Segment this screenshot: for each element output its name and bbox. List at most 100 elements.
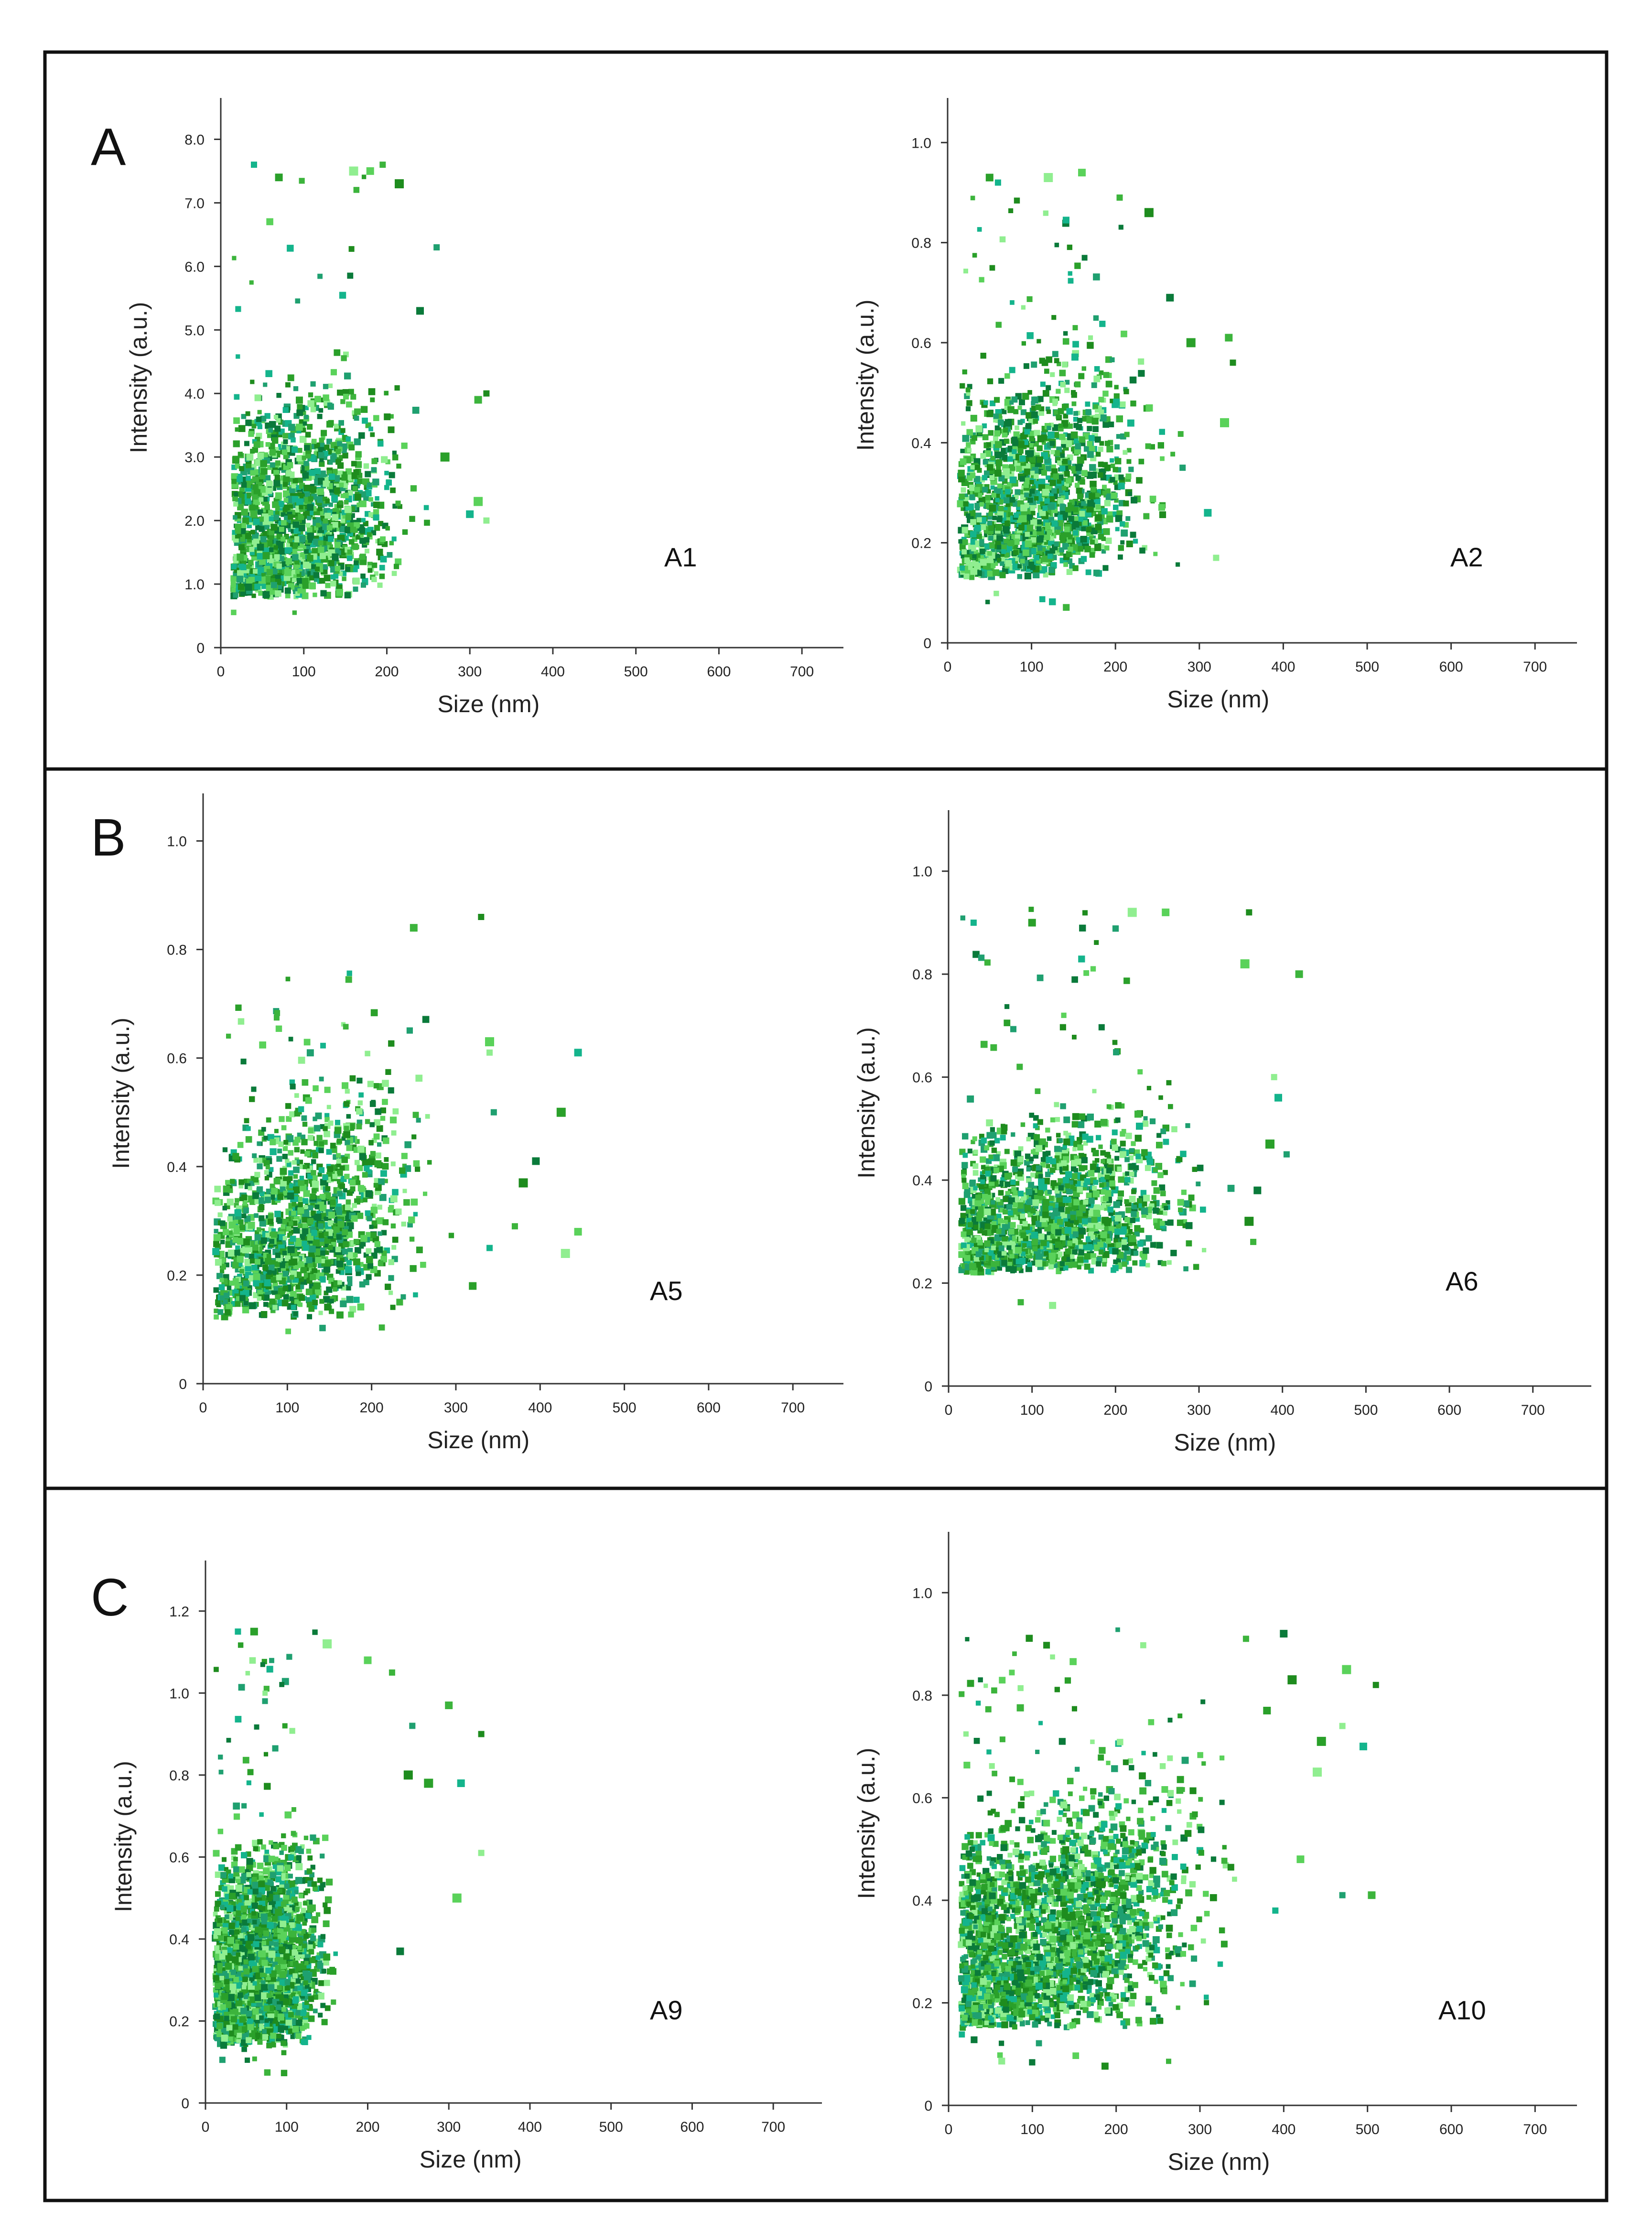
data-point bbox=[361, 518, 366, 522]
data-point bbox=[1077, 493, 1083, 499]
data-point-outlier bbox=[1225, 334, 1233, 342]
data-point bbox=[967, 475, 973, 481]
data-point bbox=[1073, 417, 1079, 422]
data-point bbox=[238, 425, 246, 432]
data-point bbox=[1158, 1095, 1163, 1100]
data-point bbox=[281, 520, 287, 526]
data-point bbox=[328, 1212, 335, 1219]
data-point-outlier bbox=[490, 1109, 497, 1116]
data-point bbox=[234, 567, 239, 573]
data-point bbox=[988, 430, 994, 436]
data-point bbox=[1019, 455, 1026, 462]
data-point bbox=[354, 1239, 359, 1245]
data-point bbox=[351, 461, 357, 466]
data-point bbox=[1054, 542, 1059, 547]
data-point bbox=[319, 1141, 324, 1147]
data-point bbox=[241, 561, 247, 566]
data-point bbox=[345, 1089, 350, 1094]
data-point bbox=[259, 526, 265, 532]
data-point bbox=[285, 471, 292, 477]
data-point bbox=[1126, 459, 1132, 464]
data-point bbox=[1115, 515, 1123, 522]
data-point bbox=[379, 574, 385, 579]
data-point bbox=[252, 1153, 257, 1159]
data-point bbox=[295, 591, 300, 596]
data-point bbox=[1012, 446, 1017, 451]
data-point bbox=[231, 473, 238, 480]
data-point bbox=[350, 506, 355, 512]
data-point bbox=[1092, 426, 1099, 432]
data-point bbox=[278, 1141, 284, 1147]
data-point bbox=[253, 542, 259, 548]
data-point bbox=[1017, 447, 1024, 454]
data-point bbox=[348, 444, 355, 451]
data-point bbox=[327, 402, 333, 408]
data-point bbox=[1069, 563, 1075, 569]
data-point bbox=[1075, 464, 1082, 471]
data-point bbox=[252, 533, 259, 541]
data-point-outlier bbox=[486, 1049, 493, 1056]
data-point bbox=[239, 487, 245, 493]
y-tick-label: 0.8 bbox=[167, 943, 187, 958]
data-point bbox=[977, 534, 982, 539]
data-point bbox=[1125, 516, 1131, 521]
data-point bbox=[261, 1127, 266, 1132]
data-point bbox=[342, 576, 346, 581]
data-point-outlier bbox=[485, 1037, 494, 1047]
data-point-outlier bbox=[1166, 293, 1174, 302]
data-point-outlier bbox=[483, 517, 490, 524]
data-point bbox=[1017, 441, 1025, 448]
data-point bbox=[976, 553, 981, 558]
y-tick-label: 0 bbox=[179, 1377, 187, 1392]
data-point bbox=[336, 1188, 342, 1193]
data-point bbox=[366, 1274, 372, 1280]
data-point bbox=[324, 512, 331, 520]
data-point bbox=[1012, 436, 1018, 443]
data-point bbox=[1007, 406, 1015, 413]
data-point bbox=[392, 454, 399, 461]
data-point bbox=[257, 452, 264, 459]
data-point bbox=[302, 421, 307, 426]
data-point bbox=[278, 520, 283, 525]
data-point bbox=[980, 548, 985, 554]
data-point bbox=[1197, 1164, 1204, 1171]
data-point bbox=[353, 1258, 360, 1266]
data-point bbox=[1125, 473, 1132, 479]
data-point bbox=[242, 517, 249, 525]
data-point bbox=[1031, 396, 1038, 404]
data-point bbox=[235, 1301, 241, 1307]
data-point bbox=[1062, 512, 1068, 518]
data-point bbox=[1025, 463, 1031, 469]
data-point bbox=[345, 1266, 352, 1273]
data-point bbox=[288, 514, 293, 520]
data-point bbox=[309, 469, 315, 476]
y-tick-label: 5.0 bbox=[184, 323, 205, 338]
data-point-outlier bbox=[366, 167, 374, 175]
data-point bbox=[1099, 370, 1104, 375]
data-point bbox=[282, 1285, 288, 1291]
data-point bbox=[1104, 500, 1111, 507]
data-point bbox=[997, 413, 1002, 419]
data-point bbox=[309, 455, 316, 462]
data-point-outlier bbox=[486, 1245, 493, 1251]
data-point bbox=[1030, 506, 1035, 511]
data-point bbox=[969, 485, 975, 491]
data-point bbox=[1087, 441, 1093, 446]
data-point bbox=[365, 489, 372, 497]
data-point bbox=[227, 1249, 235, 1257]
data-point bbox=[302, 1079, 309, 1086]
data-point bbox=[270, 1139, 276, 1146]
data-point bbox=[235, 464, 240, 469]
data-point bbox=[263, 1302, 269, 1307]
data-point bbox=[1095, 523, 1101, 531]
data-point bbox=[1089, 535, 1094, 540]
data-point bbox=[384, 471, 389, 476]
data-point bbox=[235, 1268, 240, 1273]
data-point bbox=[281, 1300, 289, 1307]
data-point bbox=[448, 1233, 454, 1238]
data-point bbox=[1009, 477, 1016, 483]
data-point bbox=[1051, 468, 1058, 475]
data-point bbox=[1123, 500, 1129, 507]
data-point bbox=[286, 1226, 292, 1231]
data-point bbox=[1064, 471, 1070, 477]
